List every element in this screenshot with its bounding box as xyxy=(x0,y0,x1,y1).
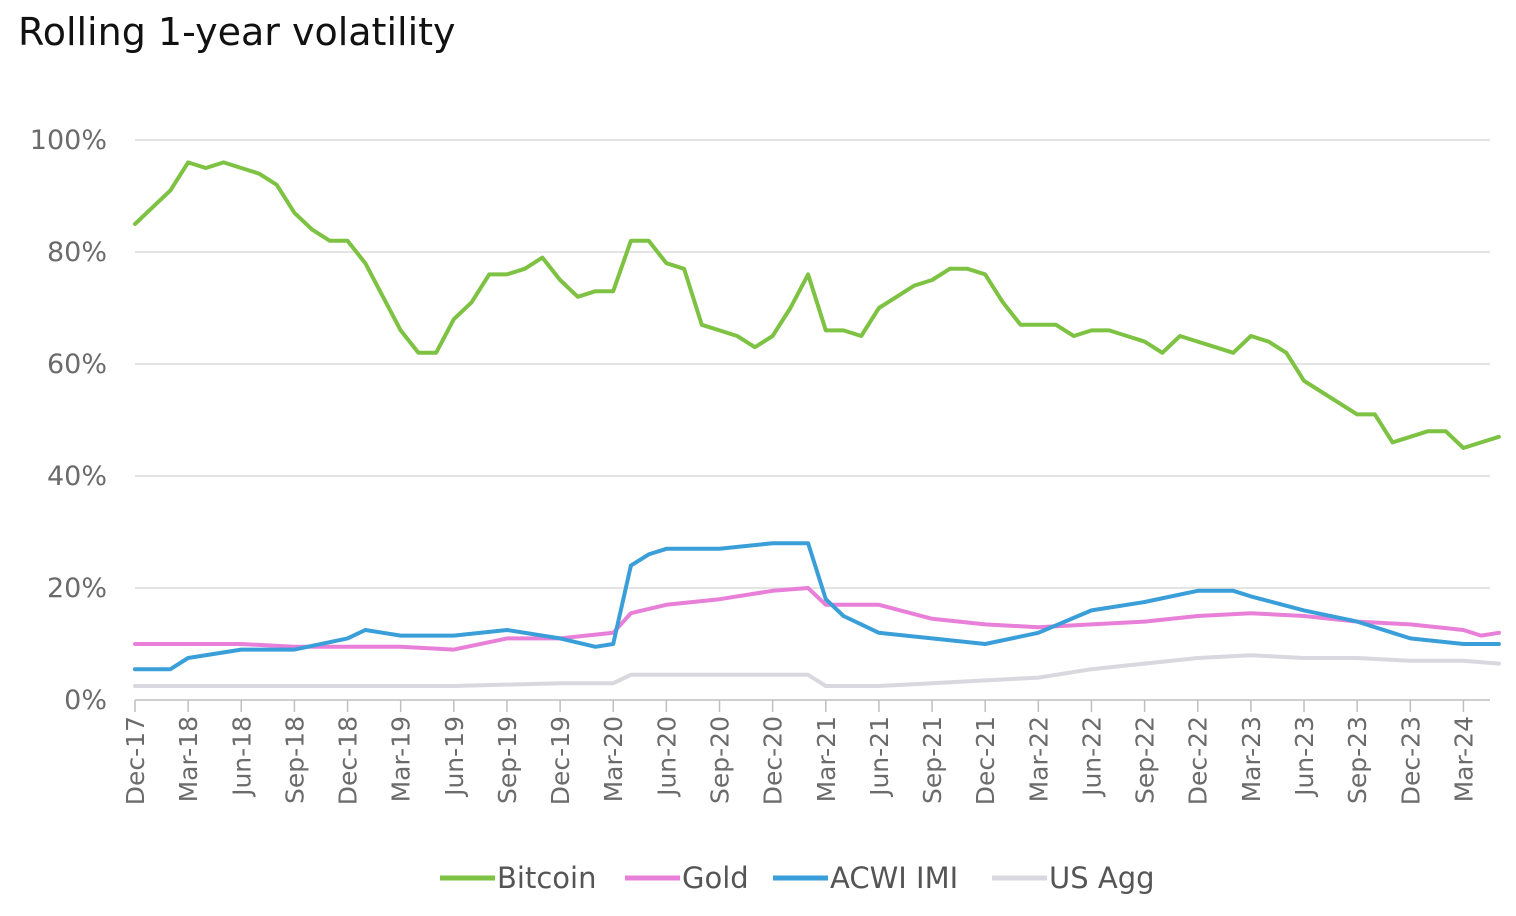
x-tick-label: Jun-20 xyxy=(652,716,681,798)
x-tick-label: Mar-20 xyxy=(599,716,628,802)
x-tick-label: Sep-18 xyxy=(280,716,309,804)
x-tick-label: Sep-22 xyxy=(1131,716,1160,804)
x-tick-label: Dec-18 xyxy=(334,716,363,805)
y-tick-label: 0% xyxy=(64,685,107,716)
y-tick-label: 20% xyxy=(47,573,107,604)
x-tick-label: Dec-21 xyxy=(971,716,1000,805)
legend: Bitcoin Gold ACWI IMI US Agg xyxy=(440,861,1155,895)
x-tick-label: Sep-21 xyxy=(918,716,947,804)
x-tick-label: Dec-20 xyxy=(759,716,788,805)
x-tick-label: Mar-23 xyxy=(1237,716,1266,802)
series-line-bitcoin xyxy=(133,160,1501,450)
x-tick-label: Jun-18 xyxy=(227,716,256,798)
legend-label: Gold xyxy=(682,861,749,895)
x-tick-label: Mar-19 xyxy=(387,716,416,802)
series-lines xyxy=(133,160,1501,688)
x-tick-label: Sep-20 xyxy=(706,716,735,804)
y-tick-label: 100% xyxy=(30,125,107,156)
y-axis-ticks: 0% 20% 40% 60% 80% 100% xyxy=(30,125,107,716)
y-tick-label: 80% xyxy=(47,237,107,268)
x-tick-label: Mar-18 xyxy=(174,716,203,802)
x-tick-label: Jun-21 xyxy=(865,716,894,798)
x-tick-label: Dec-22 xyxy=(1184,716,1213,805)
series-line-us-agg xyxy=(133,653,1501,688)
y-tick-label: 60% xyxy=(47,349,107,380)
x-tick-label: Jun-23 xyxy=(1290,716,1319,798)
chart-title: Rolling 1-year volatility xyxy=(18,10,456,54)
legend-label: Bitcoin xyxy=(497,861,596,895)
legend-label: ACWI IMI xyxy=(830,861,958,895)
x-tick-label: Dec-19 xyxy=(546,716,575,805)
x-tick-label: Dec-23 xyxy=(1396,716,1425,805)
series-line-acwi-imi xyxy=(133,541,1501,672)
x-axis: Dec-17 Mar-18 Jun-18 Sep-18 Dec-18 Mar-19 Jun-… xyxy=(121,700,1478,805)
x-tick-label: Jun-22 xyxy=(1077,716,1106,798)
x-tick-label: Dec-17 xyxy=(121,716,150,805)
y-tick-label: 40% xyxy=(47,461,107,492)
x-tick-label: Mar-24 xyxy=(1449,716,1478,802)
x-tick-label: Mar-22 xyxy=(1024,716,1053,802)
series-line-gold xyxy=(133,586,1501,652)
gridlines xyxy=(135,139,1490,701)
x-tick-label: Jun-19 xyxy=(440,716,469,798)
x-tick-label: Mar-21 xyxy=(812,716,841,802)
x-tick-label: Sep-23 xyxy=(1343,716,1372,804)
x-tick-label: Sep-19 xyxy=(493,716,522,804)
legend-label: US Agg xyxy=(1049,861,1155,895)
